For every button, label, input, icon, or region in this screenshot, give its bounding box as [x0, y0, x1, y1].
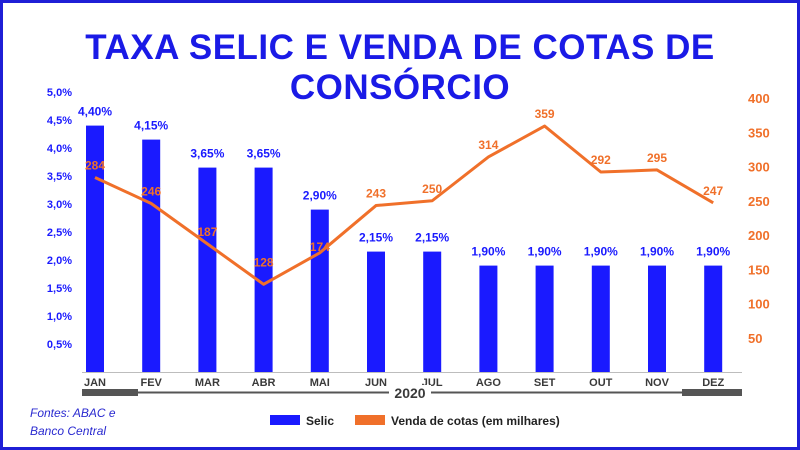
chart-title: TAXA SELIC E VENDA DE COTAS DE CONSÓRCIO: [85, 28, 715, 107]
source-line-2: Banco Central: [30, 424, 107, 438]
left-tick-label: 2,0%: [47, 255, 72, 267]
right-tick-label: 300: [748, 160, 770, 175]
cotas-data-label: 284: [85, 158, 105, 172]
cotas-data-label: 292: [591, 153, 611, 167]
cotas-line-group: [94, 124, 714, 286]
year-band-left: [82, 389, 138, 396]
source-note: Fontes: ABAC e Banco Central: [30, 404, 140, 440]
selic-data-label: 2,15%: [415, 231, 449, 245]
x-tick-label: JAN: [84, 377, 106, 389]
legend-swatch-selic: [270, 415, 300, 425]
cotas-data-label: 247: [703, 184, 723, 198]
x-tick-label: JUN: [365, 377, 387, 389]
year-label-bg: [389, 385, 431, 400]
selic-data-label: 1,90%: [471, 245, 505, 259]
cotas-data-label: 187: [197, 225, 217, 239]
selic-data-label: 1,90%: [528, 245, 562, 259]
selic-labels: 4,40% 4,15% 3,65% 3,65% 2,90% 2,15% 2,15% 1,90%…: [78, 105, 731, 259]
selic-data-label: 2,15%: [359, 231, 393, 245]
selic-bar: [86, 125, 104, 372]
right-axis: 50 100 150 200 250 300 350 400: [748, 91, 770, 346]
selic-data-label: 1,90%: [696, 245, 730, 259]
year-label: 2020: [394, 385, 425, 401]
x-tick-label: AGO: [476, 377, 502, 389]
selic-bar: [254, 167, 273, 372]
cotas-data-label: 128: [254, 255, 274, 269]
right-tick-label: 250: [748, 194, 770, 209]
x-tick-label: MAI: [310, 377, 330, 389]
selic-bar: [535, 265, 554, 372]
selic-data-label: 1,90%: [584, 245, 618, 259]
selic-data-label: 3,65%: [190, 147, 224, 161]
cotas-data-label: 174: [310, 240, 330, 254]
selic-data-label: 3,65%: [247, 147, 281, 161]
right-tick-label: 400: [748, 91, 770, 106]
left-axis: 0,5% 1,0% 1,5% 2,0% 2,5% 3,0% 3,5% 4,0% 4,5% 5,0%: [47, 87, 72, 351]
legend-label-selic: Selic: [306, 414, 334, 428]
x-tick-label: OUT: [589, 377, 613, 389]
selic-bars: [86, 125, 723, 372]
cotas-line: [94, 124, 714, 286]
selic-bar: [367, 251, 385, 372]
selic-bar: [310, 209, 329, 372]
left-tick-label: 3,5%: [47, 171, 72, 183]
left-tick-label: 0,5%: [47, 339, 72, 351]
left-tick-label: 3,0%: [47, 199, 72, 211]
selic-bar: [591, 265, 610, 372]
right-tick-label: 150: [748, 262, 770, 277]
selic-bar: [423, 251, 442, 372]
cotas-data-label: 314: [478, 138, 498, 152]
selic-data-label: 4,40%: [78, 105, 112, 119]
cotas-data-label: 295: [647, 151, 667, 165]
left-tick-label: 5,0%: [47, 87, 72, 99]
left-tick-label: 4,5%: [47, 115, 72, 127]
right-tick-label: 200: [748, 228, 770, 243]
x-tick-label: MAR: [195, 377, 220, 389]
left-tick-label: 4,0%: [47, 143, 72, 155]
cotas-data-label: 359: [535, 107, 555, 121]
cotas-data-label: 243: [366, 187, 386, 201]
right-tick-label: 50: [748, 331, 762, 346]
legend-swatch-cotas: [355, 415, 385, 425]
selic-bar: [648, 265, 666, 372]
x-tick-label: DEZ: [702, 377, 724, 389]
cotas-data-label: 250: [422, 182, 442, 196]
selic-bar: [142, 139, 161, 372]
x-tick-label: SET: [534, 377, 556, 389]
x-tick-label: ABR: [252, 377, 276, 389]
selic-data-label: 4,15%: [134, 119, 168, 133]
selic-data-label: 2,90%: [303, 189, 337, 203]
right-tick-label: 100: [748, 297, 770, 312]
selic-bar: [479, 265, 498, 372]
cotas-data-label: 246: [141, 184, 161, 198]
cotas-labels: 284 246 187 128 174 243 250 314 359 292 295 247: [85, 107, 724, 269]
selic-data-label: 1,90%: [640, 245, 674, 259]
legend: Selic Venda de cotas (em milhares): [270, 414, 560, 428]
left-tick-label: 1,0%: [47, 311, 72, 323]
left-tick-label: 1,5%: [47, 283, 72, 295]
year-band-right: [682, 389, 742, 396]
left-tick-label: 2,5%: [47, 227, 72, 239]
right-tick-label: 350: [748, 125, 770, 140]
x-tick-label: FEV: [140, 377, 162, 389]
legend-label-cotas: Venda de cotas (em milhares): [391, 414, 560, 428]
selic-bar: [198, 167, 217, 372]
x-tick-label: NOV: [645, 377, 670, 389]
source-line-1: Fontes: ABAC e: [30, 406, 116, 420]
selic-bar: [704, 265, 723, 372]
